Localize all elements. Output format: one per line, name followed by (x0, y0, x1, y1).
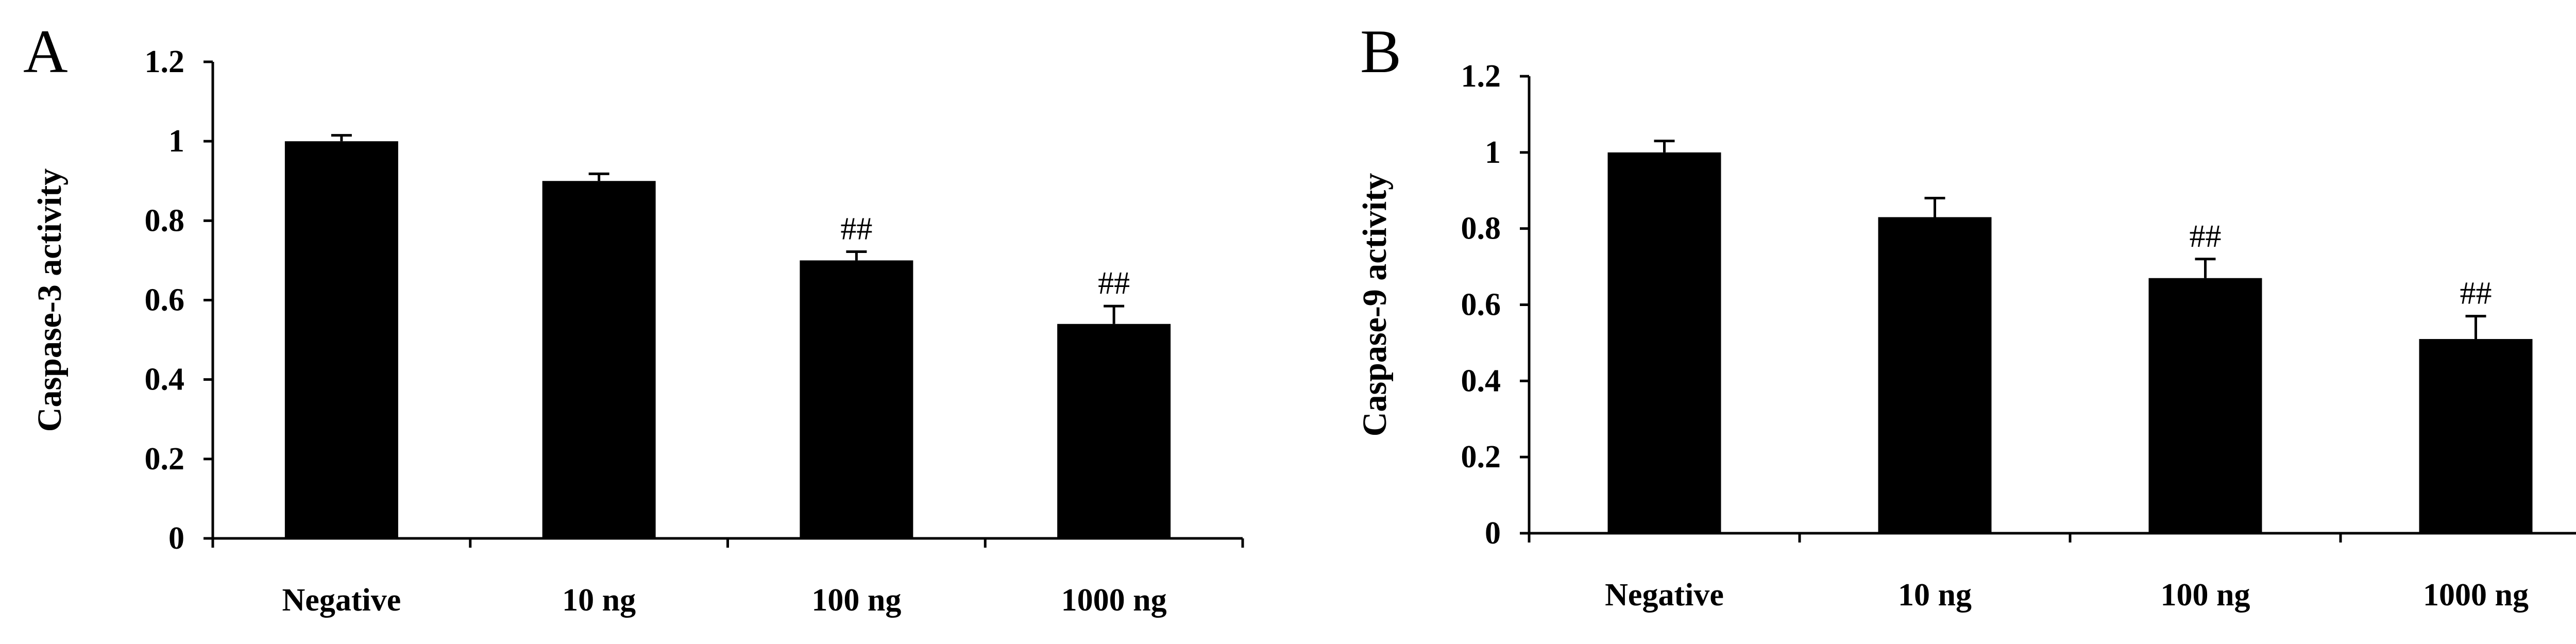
panel-letter: B (1360, 17, 1401, 86)
chart-panel-b: B 0 0.2 0.4 0.6 0.8 1 1.2 Caspase-9 activity Nega… (1356, 17, 2576, 613)
bar (800, 260, 913, 539)
significance-label: ## (1098, 266, 1130, 301)
y-tick-label: 1 (1485, 135, 1501, 170)
y-tick-label: 1 (168, 124, 184, 159)
bar (2419, 339, 2533, 533)
bar (1607, 152, 1721, 533)
y-axis-title: Caspase-9 activity (1356, 173, 1394, 436)
x-category-label: Negative (1605, 578, 1724, 613)
panel-letter: A (23, 17, 68, 86)
bar (284, 141, 398, 539)
significance-label: ## (2190, 219, 2222, 254)
x-category-label: Negative (282, 583, 401, 618)
bar (1878, 217, 1992, 533)
y-tick-label: 1.2 (1461, 59, 1501, 94)
significance-label: ## (2460, 276, 2492, 311)
x-category-label: 10 ng (562, 583, 636, 618)
bar (1057, 324, 1171, 538)
y-tick-label: 0.2 (1461, 439, 1501, 474)
bar (2148, 278, 2262, 533)
y-tick-label: 0.4 (145, 362, 185, 397)
x-category-label: 100 ng (2161, 578, 2250, 613)
y-tick-label: 1.2 (145, 44, 185, 79)
y-tick-label: 0.6 (145, 283, 185, 318)
x-category-label: 1000 ng (1061, 583, 1167, 618)
x-category-label: 10 ng (1898, 578, 1972, 613)
y-axis-title: Caspase-3 activity (31, 168, 69, 432)
y-tick-label: 0 (1485, 516, 1501, 551)
y-tick-label: 0 (168, 521, 184, 556)
y-tick-label: 0.2 (145, 442, 185, 477)
y-tick-label: 0.4 (1461, 363, 1501, 398)
y-tick-label: 0.6 (1461, 287, 1501, 323)
significance-label: ## (840, 211, 872, 246)
y-tick-label: 0.8 (145, 203, 185, 238)
x-category-label: 1000 ng (2423, 578, 2529, 613)
x-category-label: 100 ng (811, 583, 901, 618)
bar (542, 181, 656, 538)
chart-panel-a: A 0 0.2 0.4 0.6 0.8 1 1.2 Caspase-3 activity Nega… (23, 17, 1244, 618)
y-tick-label: 0.8 (1461, 211, 1501, 246)
